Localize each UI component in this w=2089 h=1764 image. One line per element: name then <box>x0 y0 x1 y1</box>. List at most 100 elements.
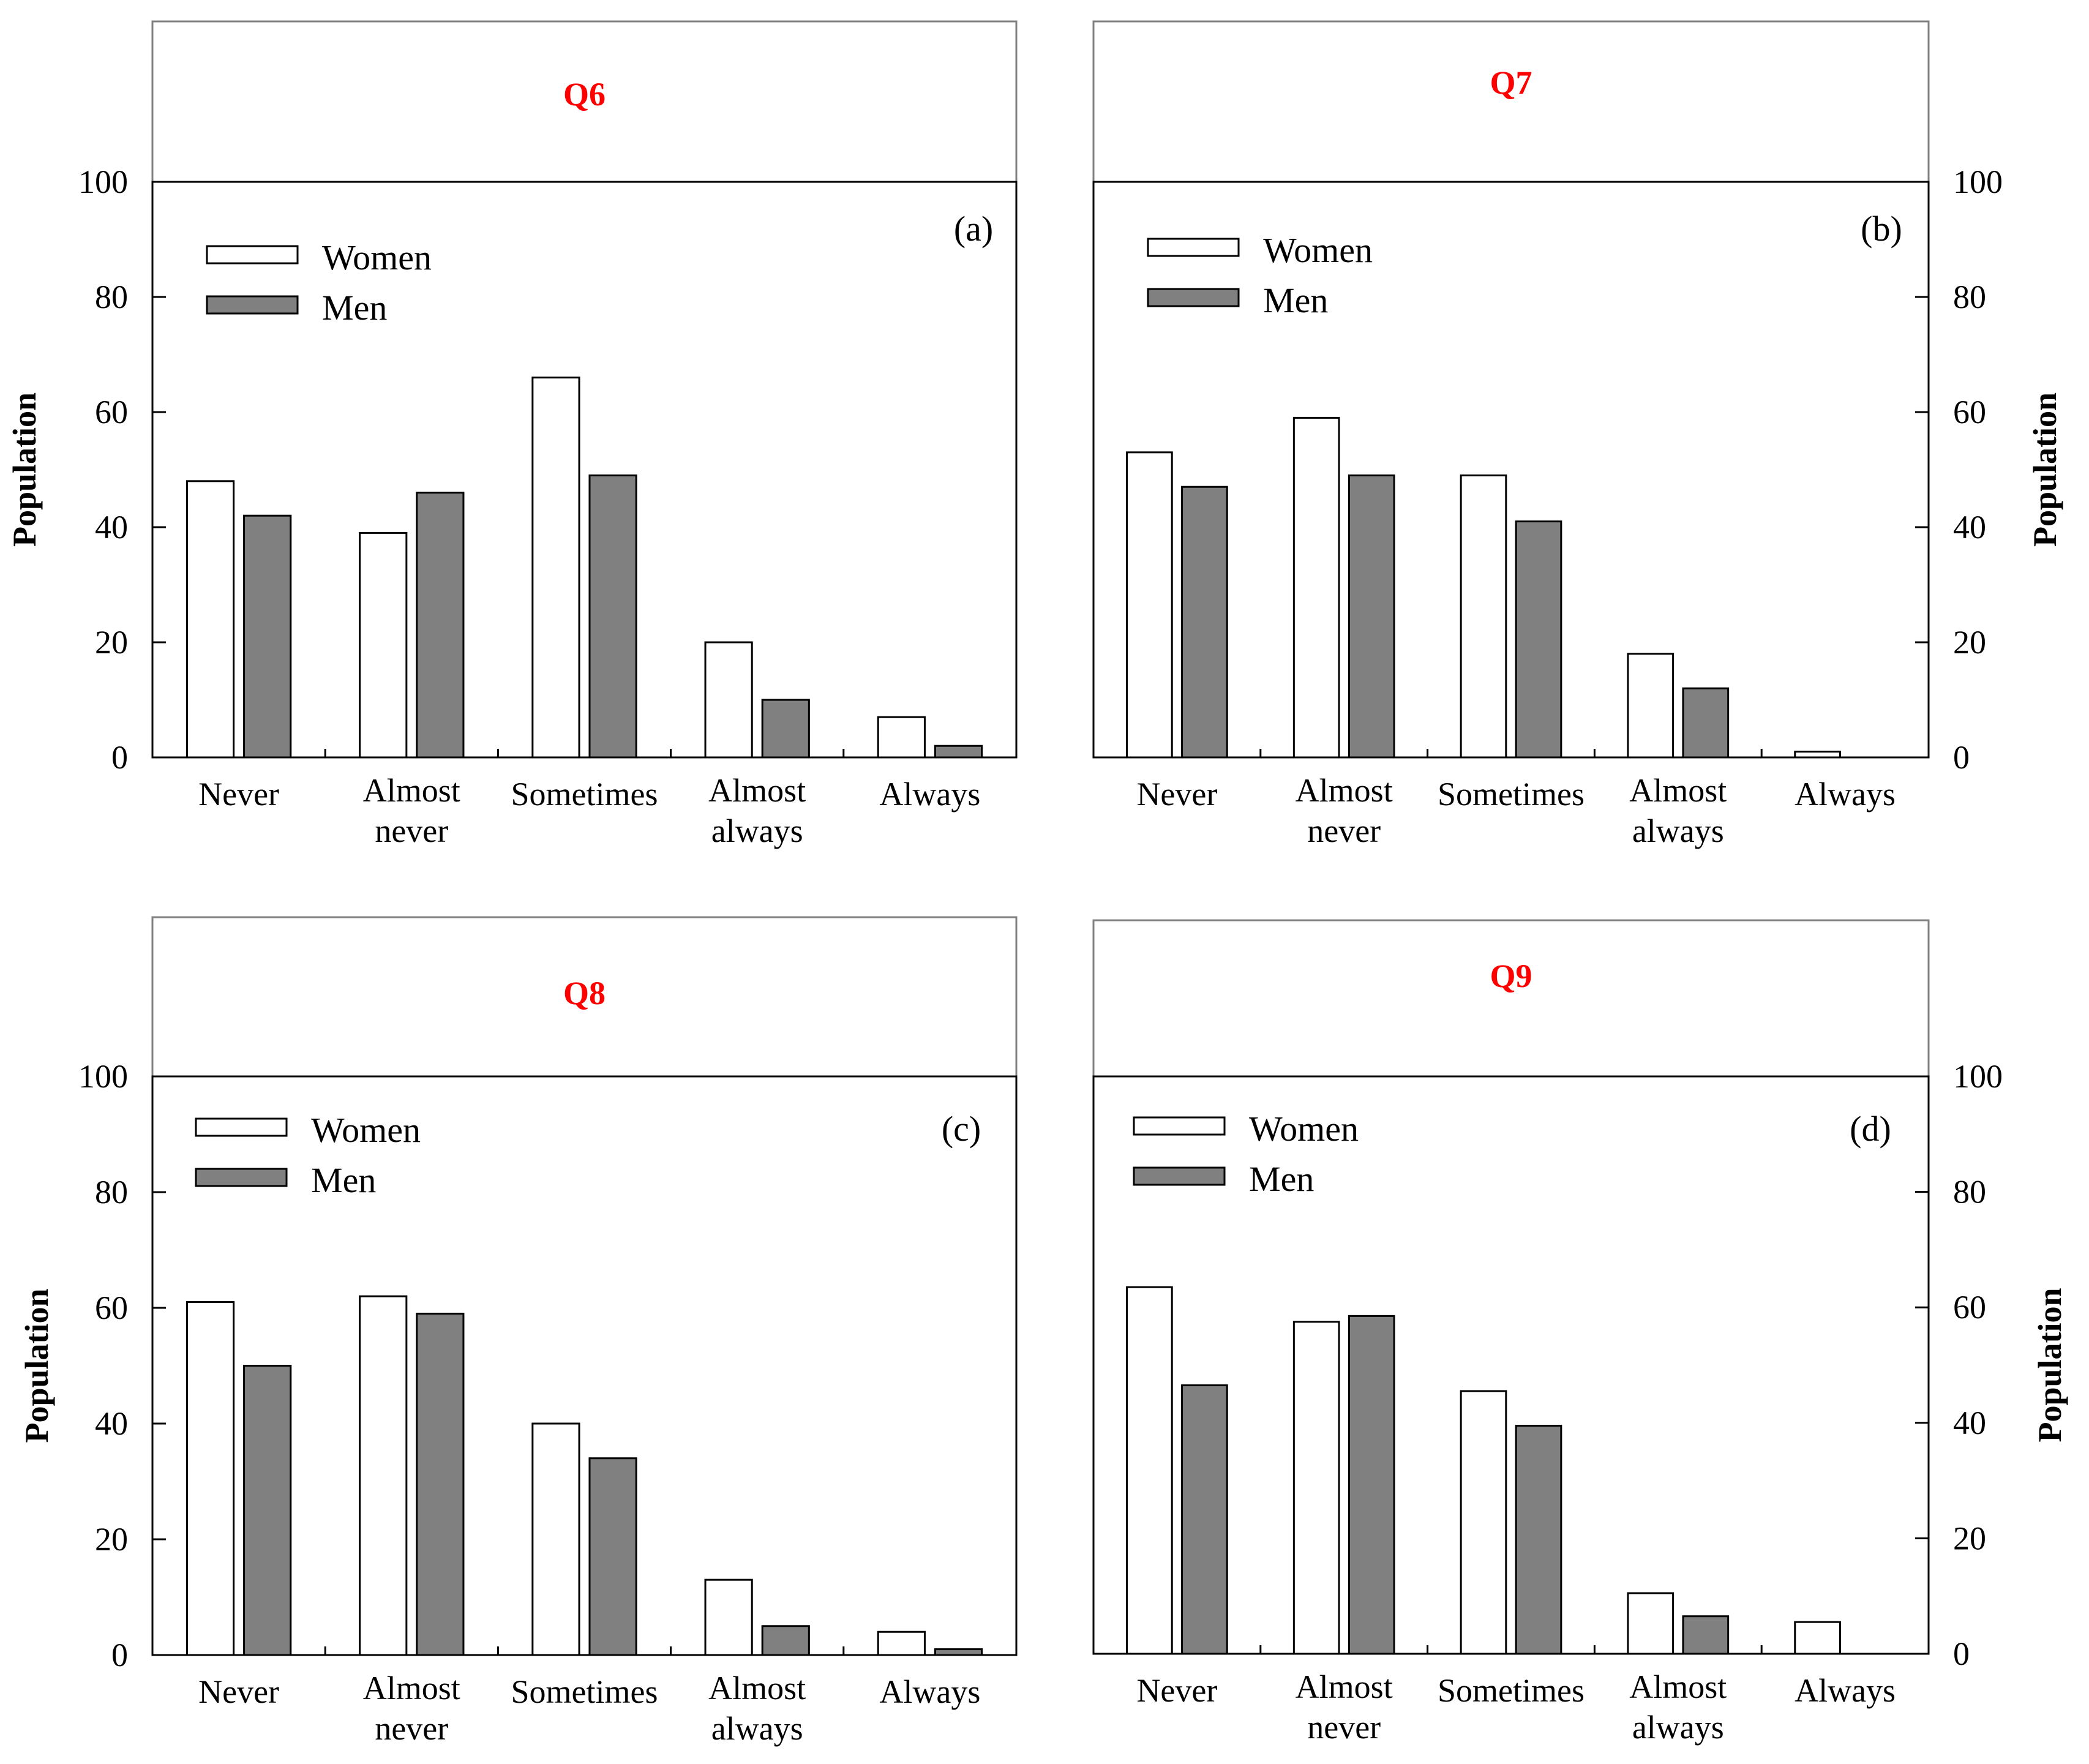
x-category-label: Never <box>1136 776 1217 813</box>
question-title: Q6 <box>563 76 606 113</box>
question-title: Q9 <box>1490 958 1532 994</box>
legend-label-women: Women <box>311 1110 421 1150</box>
y-tick-label: 40 <box>95 509 128 546</box>
x-category-label: always <box>711 1710 803 1747</box>
bar-men-almost-never <box>1348 474 1395 759</box>
legend-swatch-women <box>195 1117 288 1137</box>
bar-women-almost-never <box>1292 416 1340 759</box>
chart-panel-q6: Q6 0 20 40 60 80 100 Population Never Almost never… <box>6 20 1018 849</box>
bar-men-almost-never <box>1348 1315 1395 1655</box>
y-axis-label: Population <box>2027 392 2063 547</box>
plot-frame <box>1092 181 1930 759</box>
y-tick-label: 100 <box>1953 163 2003 200</box>
chart-panel-q9: Q9 0 20 40 60 80 100 Population Never Almost never… <box>1092 919 2068 1746</box>
x-category-label: Almost <box>1296 1668 1393 1705</box>
y-tick-label: 100 <box>78 1058 128 1095</box>
x-category-label: Almost <box>363 772 460 809</box>
y-tick-label: 100 <box>78 163 128 200</box>
x-category-label: Always <box>879 776 980 813</box>
bar-women-sometimes <box>531 377 580 759</box>
bar-women-almost-never <box>359 1295 408 1656</box>
bar-women-almost-always <box>704 1578 753 1656</box>
legend-label-men: Men <box>1249 1159 1314 1199</box>
y-tick-label: 20 <box>1953 624 1986 661</box>
x-category-label: Almost <box>363 1670 460 1706</box>
x-category-label: Sometimes <box>511 776 658 813</box>
x-category-label: Sometimes <box>1438 776 1585 813</box>
bar-men-never <box>243 514 292 759</box>
bar-men-almost-always <box>761 1625 810 1656</box>
x-category-label: Never <box>1136 1672 1217 1709</box>
bar-women-sometimes <box>1460 474 1507 759</box>
panel-letter: (d) <box>1850 1109 1891 1149</box>
question-title: Q7 <box>1490 64 1532 101</box>
legend-swatch-women <box>1147 238 1240 257</box>
bar-women-almost-never <box>1292 1321 1340 1655</box>
y-tick-label: 60 <box>1953 1289 1986 1326</box>
legend-label-women: Women <box>1249 1109 1359 1149</box>
y-tick-label: 60 <box>95 1289 128 1326</box>
plot-frame <box>1092 1075 1930 1655</box>
bar-women-sometimes <box>531 1422 580 1656</box>
panel-letter: (b) <box>1861 209 1902 249</box>
bar-men-always <box>934 1648 983 1656</box>
bar-men-almost-never <box>416 492 465 759</box>
bar-women-almost-never <box>359 531 408 759</box>
y-tick-label: 20 <box>95 624 128 661</box>
bar-men-almost-always <box>1682 1615 1730 1655</box>
bar-men-almost-never <box>416 1312 465 1656</box>
bar-men-always <box>934 745 983 759</box>
y-tick-label: 80 <box>1953 1174 1986 1210</box>
plot-frame <box>151 1075 1018 1656</box>
y-axis-label: Population <box>18 1288 55 1443</box>
y-tick-label: 100 <box>1953 1058 2003 1095</box>
question-title: Q8 <box>563 975 606 1011</box>
bar-women-almost-always <box>1627 1592 1675 1655</box>
bar-women-always <box>1794 1621 1841 1655</box>
y-tick-label: 80 <box>95 279 128 315</box>
plot-frame <box>151 181 1018 759</box>
panel-letter: (a) <box>954 209 993 249</box>
x-category-label: Sometimes <box>511 1673 658 1710</box>
header-box <box>1092 20 1930 183</box>
legend-swatch-men <box>1147 288 1240 307</box>
x-category-label: Always <box>879 1673 980 1710</box>
bar-men-almost-always <box>1682 687 1730 759</box>
y-tick-label: 0 <box>111 1637 128 1673</box>
bar-women-always <box>877 1631 926 1656</box>
bar-women-never <box>1126 451 1173 759</box>
header-box <box>1092 919 1930 1078</box>
y-axis-label: Population <box>6 392 43 547</box>
legend-label-women: Women <box>322 238 432 277</box>
x-category-label: Almost <box>1629 1668 1727 1705</box>
legend-swatch-women <box>1133 1116 1226 1136</box>
bar-women-almost-always <box>1627 653 1675 759</box>
bar-men-never <box>243 1365 292 1656</box>
bar-women-almost-always <box>704 641 753 759</box>
x-category-label: Almost <box>708 1670 806 1706</box>
bar-men-sometimes <box>1515 1425 1562 1655</box>
x-category-label: never <box>375 1710 448 1747</box>
bar-women-never <box>1126 1286 1173 1655</box>
bar-women-sometimes <box>1460 1390 1507 1655</box>
x-category-label: Almost <box>1629 772 1727 809</box>
x-category-label: Always <box>1795 1672 1896 1709</box>
panel-letter: (c) <box>942 1109 981 1149</box>
y-tick-label: 20 <box>95 1521 128 1558</box>
legend-swatch-men <box>1133 1166 1226 1186</box>
y-tick-label: 60 <box>1953 394 1986 430</box>
y-tick-label: 0 <box>111 739 128 776</box>
x-category-label: never <box>1307 1709 1381 1746</box>
y-tick-label: 60 <box>95 394 128 430</box>
legend-swatch-women <box>206 245 299 265</box>
x-category-label: Never <box>198 1673 279 1710</box>
bar-men-never <box>1181 486 1228 759</box>
y-tick-label: 0 <box>1953 739 1970 776</box>
legend-swatch-men <box>195 1168 288 1187</box>
legend-label-women: Women <box>1263 230 1373 270</box>
y-tick-label: 80 <box>95 1174 128 1210</box>
x-category-label: never <box>1307 813 1381 849</box>
x-category-label: always <box>711 813 803 849</box>
legend-swatch-men <box>206 295 299 315</box>
x-category-label: Almost <box>708 772 806 809</box>
